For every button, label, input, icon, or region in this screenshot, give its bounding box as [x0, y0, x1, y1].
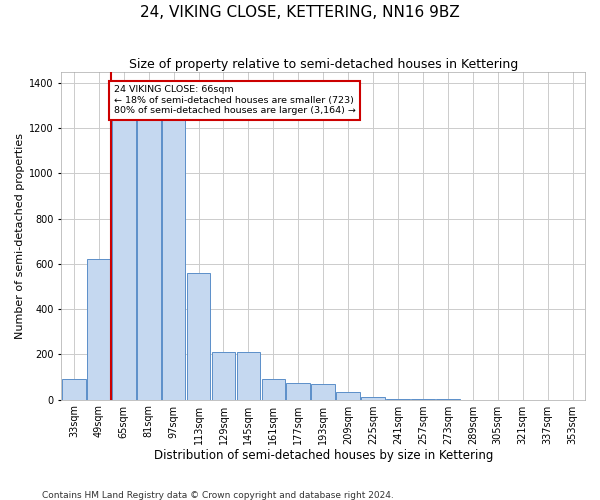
Title: Size of property relative to semi-detached houses in Kettering: Size of property relative to semi-detach…	[128, 58, 518, 70]
Bar	[62, 379, 86, 400]
Bar	[361, 398, 385, 400]
X-axis label: Distribution of semi-detached houses by size in Kettering: Distribution of semi-detached houses by …	[154, 450, 493, 462]
Text: 24 VIKING CLOSE: 66sqm
← 18% of semi-detached houses are smaller (723)
80% of se: 24 VIKING CLOSE: 66sqm ← 18% of semi-det…	[114, 85, 356, 115]
Bar	[311, 384, 335, 400]
Bar	[337, 392, 360, 400]
Text: Contains HM Land Registry data © Crown copyright and database right 2024.: Contains HM Land Registry data © Crown c…	[42, 490, 394, 500]
Bar	[212, 352, 235, 400]
Bar	[137, 106, 161, 400]
Bar	[112, 106, 136, 400]
Bar	[386, 399, 410, 400]
Bar	[236, 352, 260, 400]
Y-axis label: Number of semi-detached properties: Number of semi-detached properties	[15, 132, 25, 338]
Bar	[87, 260, 110, 400]
Bar	[262, 379, 285, 400]
Text: 24, VIKING CLOSE, KETTERING, NN16 9BZ: 24, VIKING CLOSE, KETTERING, NN16 9BZ	[140, 5, 460, 20]
Bar	[286, 384, 310, 400]
Bar	[187, 273, 211, 400]
Bar	[162, 108, 185, 400]
